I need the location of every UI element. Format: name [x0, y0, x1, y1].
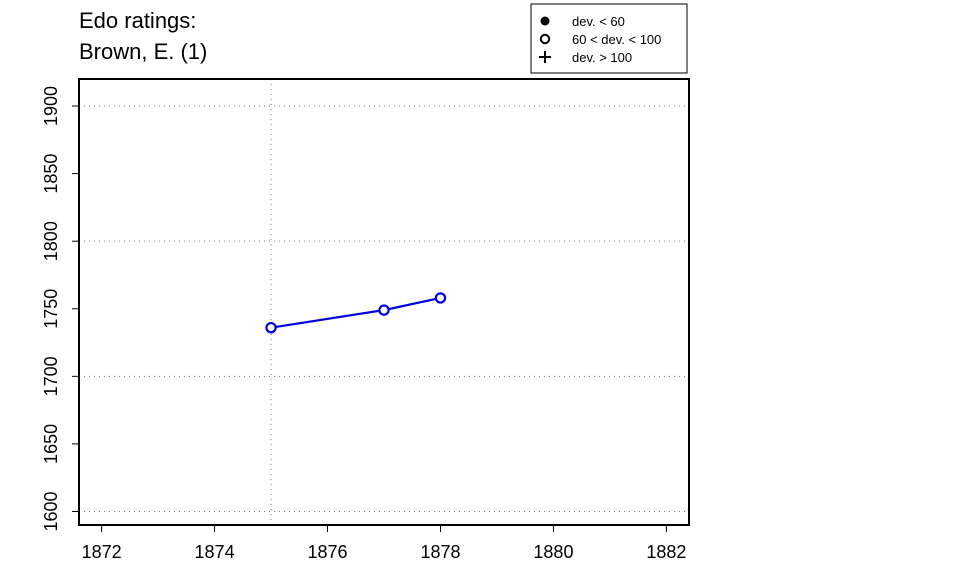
legend-open-circle-marker — [539, 33, 551, 45]
y-tick-label: 1600 — [41, 491, 61, 531]
series-layer — [265, 292, 447, 334]
x-tick-label: 1874 — [195, 542, 235, 562]
legend-label: dev. > 100 — [572, 50, 632, 65]
y-tick-label: 1900 — [41, 86, 61, 126]
y-tick-label: 1800 — [41, 221, 61, 261]
legend-filled-circle-marker — [540, 16, 550, 26]
y-tick-label: 1750 — [41, 289, 61, 329]
y-axis: 1600 1650 1700 1750 1800 1850 1900 — [41, 86, 79, 532]
legend-label: dev. < 60 — [572, 14, 625, 29]
x-tick-label: 1876 — [307, 542, 347, 562]
x-tick-label: 1880 — [533, 542, 573, 562]
plot-frame — [78, 78, 690, 526]
chart-title-line-1: Edo ratings: — [79, 8, 197, 33]
legend-label: 60 < dev. < 100 — [572, 32, 661, 47]
data-point — [434, 292, 447, 304]
y-tick-label: 1650 — [41, 424, 61, 464]
data-point — [378, 304, 390, 316]
grid-lines — [79, 79, 689, 525]
chart-title-line-2: Brown, E. (1) — [79, 39, 208, 64]
data-point — [265, 321, 277, 334]
x-tick-label: 1878 — [420, 542, 460, 562]
series-line — [270, 296, 441, 329]
x-tick-label: 1872 — [82, 542, 122, 562]
legend: dev. < 60 60 < dev. < 100 dev. > 100 — [530, 3, 688, 74]
x-axis: 1872 1874 1876 1878 1880 1882 — [82, 525, 686, 562]
legend-box — [530, 3, 688, 74]
y-tick-label: 1700 — [41, 356, 61, 396]
y-tick-label: 1850 — [41, 154, 61, 194]
x-tick-label: 1882 — [646, 542, 686, 562]
